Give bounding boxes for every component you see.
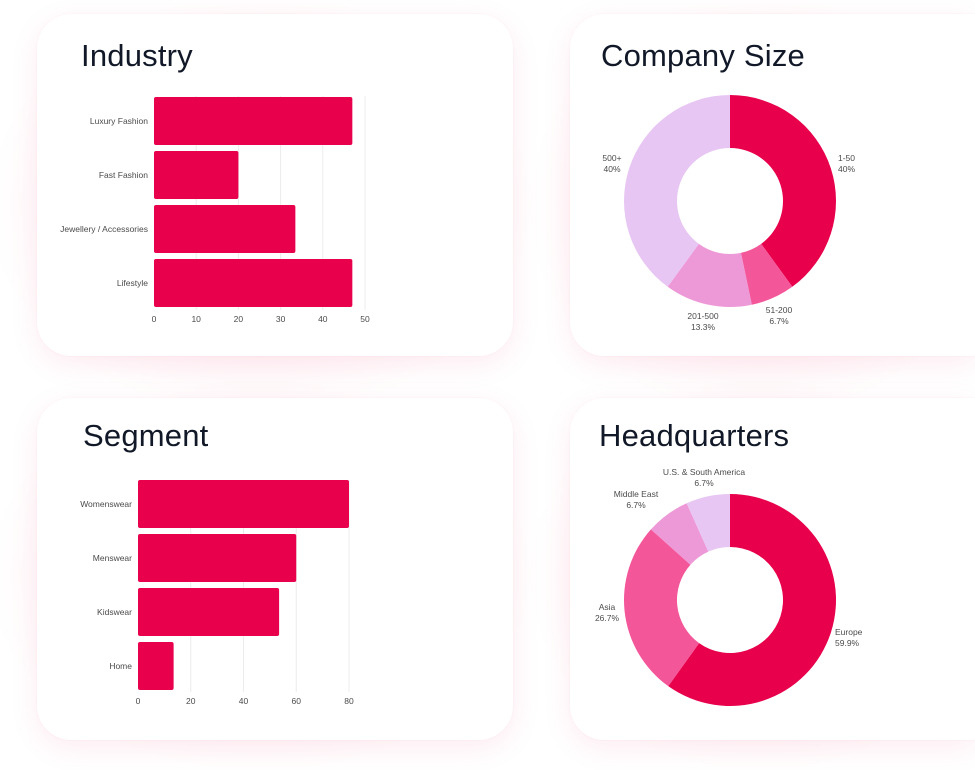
industry-card: Industry bbox=[37, 14, 513, 356]
segment-card: Segment bbox=[37, 398, 513, 740]
company-size-title: Company Size bbox=[601, 38, 805, 73]
industry-title: Industry bbox=[81, 38, 193, 73]
headquarters-title: Headquarters bbox=[599, 418, 790, 453]
company-size-card: Company Size bbox=[570, 14, 975, 356]
segment-title: Segment bbox=[83, 418, 209, 453]
headquarters-card: Headquarters bbox=[570, 398, 975, 740]
